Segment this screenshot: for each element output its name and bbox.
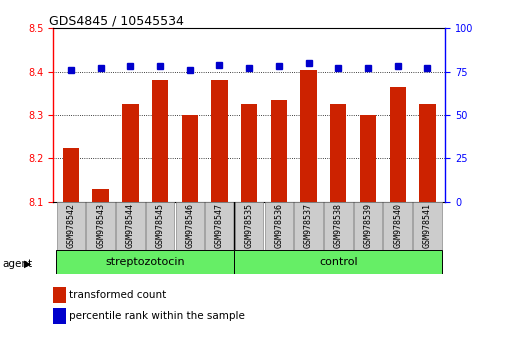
Text: transformed count: transformed count	[69, 290, 166, 300]
Text: percentile rank within the sample: percentile rank within the sample	[69, 311, 245, 321]
FancyBboxPatch shape	[145, 202, 174, 250]
Bar	[329, 104, 346, 202]
Text: control: control	[318, 257, 357, 267]
Bar	[300, 69, 316, 202]
FancyBboxPatch shape	[353, 202, 382, 250]
FancyBboxPatch shape	[383, 202, 411, 250]
Bar	[92, 189, 109, 202]
Text: GSM978538: GSM978538	[333, 203, 342, 248]
Bar	[389, 87, 405, 202]
Text: GSM978543: GSM978543	[96, 203, 105, 248]
Text: GSM978535: GSM978535	[244, 203, 253, 248]
FancyBboxPatch shape	[205, 202, 233, 250]
Text: GSM978537: GSM978537	[304, 203, 313, 248]
FancyBboxPatch shape	[234, 202, 263, 250]
Bar	[240, 104, 257, 202]
FancyBboxPatch shape	[413, 202, 441, 250]
FancyBboxPatch shape	[116, 202, 144, 250]
Text: agent: agent	[3, 259, 33, 269]
Bar	[211, 80, 227, 202]
FancyBboxPatch shape	[56, 250, 234, 274]
Text: GSM978539: GSM978539	[363, 203, 372, 248]
FancyBboxPatch shape	[264, 202, 292, 250]
FancyBboxPatch shape	[86, 202, 115, 250]
Bar	[63, 148, 79, 202]
Bar	[122, 104, 138, 202]
FancyBboxPatch shape	[323, 202, 352, 250]
Text: GSM978541: GSM978541	[422, 203, 431, 248]
Text: GSM978547: GSM978547	[215, 203, 224, 248]
Bar	[359, 115, 375, 202]
Bar	[270, 100, 286, 202]
Bar	[152, 80, 168, 202]
Bar	[419, 104, 435, 202]
Text: GDS4845 / 10545534: GDS4845 / 10545534	[49, 14, 184, 27]
Text: GSM978536: GSM978536	[274, 203, 283, 248]
Text: ▶: ▶	[24, 259, 32, 269]
Text: GSM978545: GSM978545	[155, 203, 164, 248]
FancyBboxPatch shape	[57, 202, 85, 250]
Text: streptozotocin: streptozotocin	[105, 257, 185, 267]
Bar	[181, 115, 197, 202]
FancyBboxPatch shape	[175, 202, 204, 250]
FancyBboxPatch shape	[294, 202, 322, 250]
Text: GSM978542: GSM978542	[66, 203, 75, 248]
Text: GSM978544: GSM978544	[126, 203, 135, 248]
Text: GSM978546: GSM978546	[185, 203, 194, 248]
Text: GSM978540: GSM978540	[392, 203, 401, 248]
FancyBboxPatch shape	[234, 250, 441, 274]
